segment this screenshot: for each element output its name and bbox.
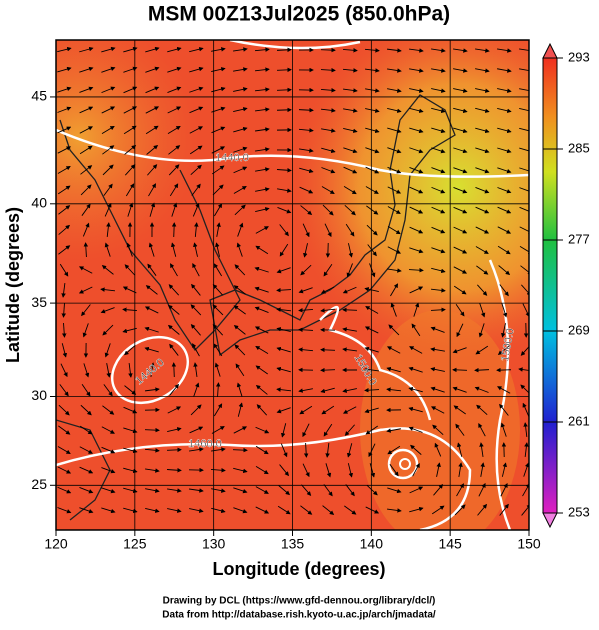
y-tick-label: 35 bbox=[31, 294, 47, 310]
colorbar-extend bbox=[543, 44, 557, 58]
colorbar-extend bbox=[543, 513, 557, 527]
colorbar-tick-label: 253 bbox=[568, 504, 590, 519]
colorbar-tick-label: 269 bbox=[568, 322, 590, 337]
colorbar-tick-label: 261 bbox=[568, 413, 590, 428]
x-tick-label: 135 bbox=[281, 536, 305, 552]
footer-text: Data from http://database.rish.kyoto-u.a… bbox=[162, 610, 436, 621]
colorbar: 253 261 269 277 285 293 bbox=[543, 44, 590, 527]
title: MSM 00Z13Jul2025 (850.0hPa) bbox=[148, 3, 450, 26]
footer-text: Drawing by DCL (https://www.gfd-dennou.o… bbox=[163, 596, 436, 607]
contour-label: 1460.0 bbox=[188, 438, 222, 450]
x-tick-label: 130 bbox=[202, 536, 226, 552]
colorbar-tick-label: 277 bbox=[568, 231, 590, 246]
x-axis-label: Longitude (degrees) bbox=[212, 559, 385, 579]
y-tick-label: 30 bbox=[31, 387, 47, 403]
streamline-arrow bbox=[343, 310, 357, 311]
contour-label: 1440.0 bbox=[215, 152, 249, 164]
y-tick-label: 45 bbox=[31, 88, 47, 104]
streamline-arrow bbox=[453, 370, 467, 371]
y-axis-label: Latitude (degrees) bbox=[3, 207, 23, 363]
streamline-arrow bbox=[145, 430, 159, 431]
colorbar-scale bbox=[543, 58, 557, 513]
streamline-arrow bbox=[497, 370, 511, 371]
y-tick-label: 40 bbox=[31, 195, 47, 211]
streamline-arrow bbox=[233, 450, 247, 451]
streamline-arrow bbox=[174, 223, 175, 237]
x-tick-label: 120 bbox=[44, 536, 68, 552]
colorbar-tick-label: 293 bbox=[568, 49, 590, 64]
y-tick-label: 25 bbox=[31, 476, 47, 492]
x-tick-label: 150 bbox=[517, 536, 541, 552]
colorbar-tick-label: 285 bbox=[568, 140, 590, 155]
x-tick-label: 145 bbox=[438, 536, 462, 552]
x-tick-label: 140 bbox=[360, 536, 384, 552]
streamline-arrow bbox=[321, 50, 335, 51]
x-tick-label: 125 bbox=[123, 536, 147, 552]
streamline-arrow bbox=[174, 363, 175, 377]
streamline-arrow bbox=[277, 90, 291, 91]
